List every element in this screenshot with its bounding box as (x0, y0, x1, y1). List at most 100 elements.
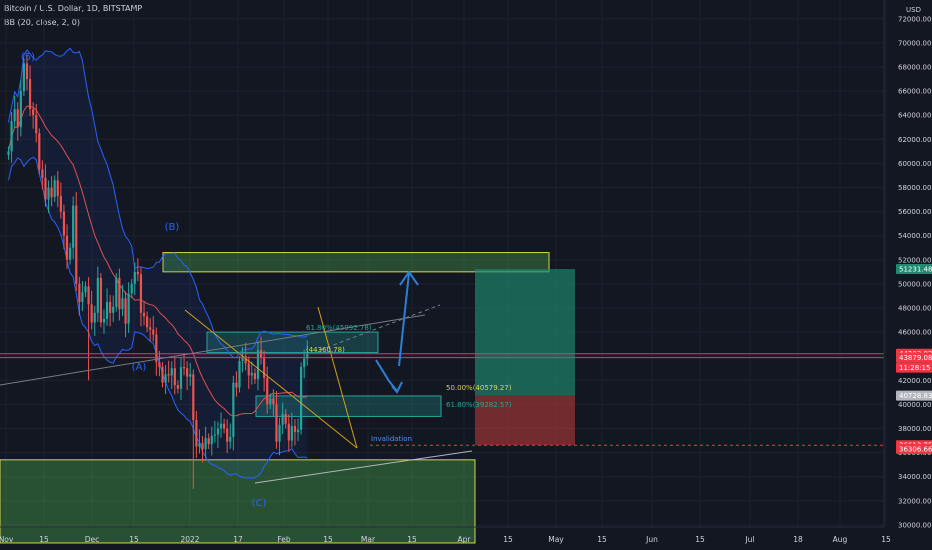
candle-body (93, 312, 96, 323)
price-tick-label: 52000.00 (898, 256, 931, 264)
indicator-legend[interactable]: BB (20, close, 2, 0) (4, 18, 80, 27)
wedge-line-1 (184, 309, 358, 449)
time-tick-label: Aug (833, 535, 848, 544)
time-tick-label: 15 (129, 535, 139, 544)
candle-body (75, 205, 78, 284)
candle-body (241, 356, 244, 362)
price-tick-label: 54000.00 (898, 232, 931, 240)
zones (0, 252, 575, 544)
price-badge-label: 43879.08 (899, 354, 932, 362)
time-tick-label: 15 (323, 535, 333, 544)
time-tick-label: Jul (744, 535, 754, 544)
resistance-zone (162, 252, 550, 273)
candle-body (256, 350, 260, 380)
candle-body (167, 374, 170, 376)
candle-body (99, 277, 102, 323)
candle-body (287, 423, 290, 441)
candle-body (179, 367, 183, 389)
price-badge (896, 362, 932, 373)
time-axis[interactable]: Nov 15 Dec 15 2022 17 Feb 15 Mar 15 Apr 15 May 15 Jun 1… (0, 526, 891, 544)
price-badge (896, 264, 932, 275)
annotations: (5) (B) (A) (C) 61.80%(45992.78) (44360.78) 50… (21, 52, 512, 509)
time-tick-label: 15 (695, 535, 705, 544)
candle-body (198, 442, 201, 447)
candle-body (235, 382, 238, 388)
time-tick-label: Feb (277, 535, 291, 544)
time-tick-label: 15 (503, 535, 513, 544)
candle-body (269, 398, 272, 405)
price-tick-label: 68000.00 (898, 63, 931, 71)
time-tick-label: 15 (597, 535, 607, 544)
candle-body (247, 363, 250, 376)
candle-body (303, 358, 306, 368)
candle-body (28, 79, 32, 110)
price-tick-label: 38000.00 (898, 425, 931, 433)
candle-body (53, 180, 56, 198)
candle-body (69, 247, 72, 260)
candle-body (182, 367, 186, 369)
price-tick-label: 58000.00 (898, 184, 931, 192)
candle-body (7, 151, 10, 155)
candle-body (81, 292, 84, 302)
down-arrow-head (391, 381, 403, 394)
candle-body (293, 426, 297, 433)
candle-body (112, 306, 115, 313)
candle-body (306, 353, 309, 359)
candle-body (13, 109, 16, 122)
candle-body (35, 115, 38, 134)
price-axis[interactable]: 30000.0032000.0034000.0036000.0038000.00… (883, 0, 932, 529)
price-tick-label: 62000.00 (898, 136, 931, 144)
candle-body (78, 283, 81, 302)
candle-body (121, 298, 124, 310)
candle-body (226, 428, 229, 442)
candle-body (118, 277, 121, 310)
fib-label: (44360.78) (306, 346, 345, 354)
candle-body (161, 367, 164, 383)
candle-body (84, 286, 87, 293)
time-tick-label: 17 (233, 535, 243, 544)
price-tick-label: 66000.00 (898, 88, 931, 96)
candle-body (47, 187, 50, 200)
candle-body (90, 304, 93, 323)
candle-body (296, 429, 300, 433)
candle-body (210, 435, 213, 445)
fib-label: 61.80%(45992.78) (306, 324, 372, 332)
candle-body (186, 368, 189, 377)
candle-body (238, 361, 241, 388)
candle-body (290, 426, 293, 441)
wedge-line-2 (317, 306, 358, 449)
wave-label: (B) (165, 222, 180, 233)
wave-label: (5) (21, 52, 35, 63)
price-tick-label: 42000.00 (898, 377, 931, 385)
candles (7, 54, 309, 489)
candle-body (41, 169, 44, 178)
candle-body (223, 423, 226, 429)
trendline-dashed (319, 304, 441, 351)
candle-body (232, 382, 235, 437)
candle-body (164, 374, 167, 383)
price-badge (896, 443, 932, 454)
symbol-title[interactable]: Bitcoin / U.S. Dollar, 1D, BITSTAMP (4, 4, 143, 13)
time-tick-label: 2022 (180, 535, 199, 544)
candle-body (204, 438, 207, 449)
wave-label: (A) (132, 362, 147, 373)
fib-upper-zone (206, 331, 379, 354)
candle-body (266, 377, 269, 405)
price-tick-label: 48000.00 (898, 304, 931, 312)
candle-body (207, 438, 210, 445)
price-tick-label: 40000.00 (898, 401, 931, 409)
candle-body (142, 312, 146, 317)
candle-body (133, 271, 136, 284)
stop-zone (475, 395, 575, 446)
candle-body (155, 334, 158, 363)
bb-upper-line (8, 47, 308, 359)
candle-body (115, 277, 118, 307)
time-tick-label: Jun (645, 535, 658, 544)
price-tick-label: 56000.00 (898, 208, 931, 216)
candle-body (65, 235, 69, 260)
support-zone (0, 459, 476, 544)
candle-body (19, 91, 22, 128)
price-tick-label: 60000.00 (898, 160, 931, 168)
candle-body (72, 205, 75, 248)
